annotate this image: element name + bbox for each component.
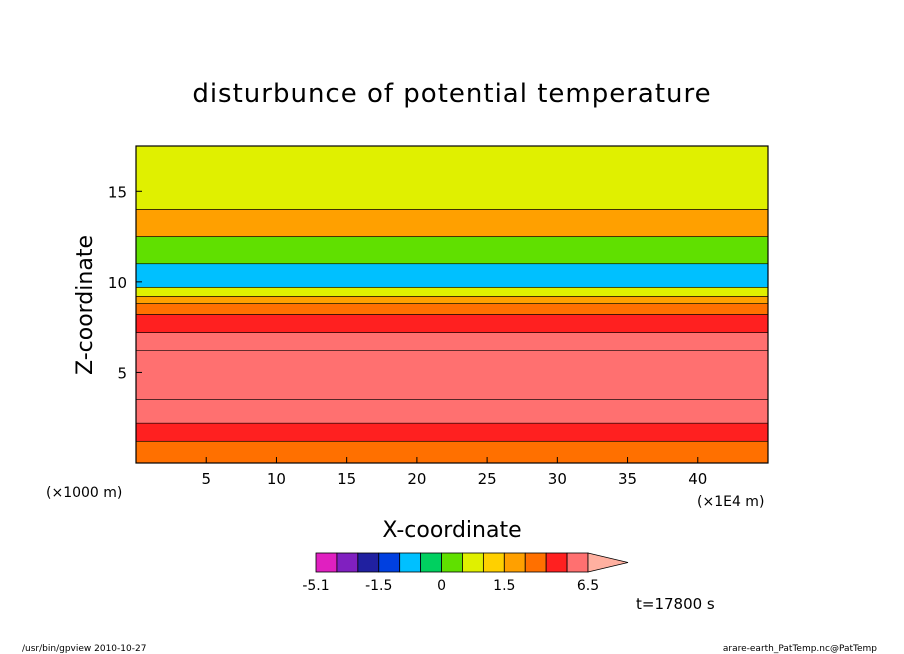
x-tick-label: 20 bbox=[407, 470, 426, 488]
colorbar-swatch bbox=[378, 552, 401, 573]
colorbar-swatch bbox=[315, 552, 338, 573]
field-band-10 bbox=[135, 236, 769, 265]
field-band-12 bbox=[135, 145, 769, 210]
x-axis-label: X-coordinate bbox=[382, 518, 521, 543]
colorbar-swatch bbox=[399, 552, 422, 573]
colorbar-tick-label: -5.1 bbox=[302, 578, 329, 594]
colorbar-swatch bbox=[420, 552, 442, 573]
colorbar-swatch bbox=[441, 552, 463, 573]
colorbar-tick-labels: -5.1 -1.5 0 1.5 6.5 bbox=[302, 578, 599, 594]
colorbar-swatch bbox=[462, 552, 484, 573]
colorbar-extend-arrow bbox=[587, 552, 629, 573]
colorbar-swatch bbox=[566, 552, 589, 573]
field-band-11 bbox=[135, 209, 769, 237]
colorbar-tick-label: 1.5 bbox=[493, 578, 515, 594]
plot-frame bbox=[135, 145, 769, 464]
x-tick-label: 15 bbox=[337, 470, 356, 488]
colorbar-tick-label: 6.5 bbox=[577, 578, 599, 594]
y-unit-label: (×1000 m) bbox=[46, 485, 122, 501]
field-band-5 bbox=[135, 314, 769, 333]
field-band-4 bbox=[135, 332, 769, 351]
field-band-8 bbox=[135, 286, 769, 297]
y-tick-label: 5 bbox=[117, 364, 127, 382]
footer-left: /usr/bin/gpview 2010-10-27 bbox=[22, 644, 146, 654]
field-band-6 bbox=[135, 303, 769, 315]
field-band-7 bbox=[135, 296, 769, 304]
chart-title: disturbunce of potential temperature bbox=[192, 79, 711, 109]
colorbar-swatch bbox=[524, 552, 547, 573]
field-band-0 bbox=[135, 440, 769, 464]
x-tick-labels: 5 10 15 20 25 30 35 40 bbox=[201, 470, 707, 488]
y-tick-label: 15 bbox=[108, 183, 127, 201]
x-tick-label: 5 bbox=[201, 470, 211, 488]
colorbar-swatch bbox=[503, 552, 526, 573]
colorbar-swatch bbox=[482, 552, 505, 573]
colorbar-swatch bbox=[336, 552, 359, 573]
y-axis-label: Z-coordinate bbox=[73, 235, 98, 375]
colorbar-swatch bbox=[545, 552, 568, 573]
colorbar-swatch bbox=[357, 552, 380, 573]
colorbar-tick-label: -1.5 bbox=[365, 578, 392, 594]
x-tick-label: 35 bbox=[618, 470, 637, 488]
x-tick-label: 30 bbox=[548, 470, 567, 488]
x-tick-label: 40 bbox=[688, 470, 707, 488]
y-tick-label: 10 bbox=[108, 274, 127, 292]
x-tick-label: 25 bbox=[478, 470, 497, 488]
time-label: t=17800 s bbox=[636, 595, 715, 613]
x-unit-label: (×1E4 m) bbox=[697, 494, 764, 510]
colorbar bbox=[315, 552, 629, 573]
field-band-1 bbox=[135, 422, 769, 442]
footer-right: arare-earth_PatTemp.nc@PatTemp bbox=[723, 644, 877, 654]
field-band-2 bbox=[135, 399, 769, 424]
field-band-3 bbox=[135, 350, 769, 400]
plot-area bbox=[135, 145, 769, 464]
field-band-9 bbox=[135, 263, 769, 288]
x-tick-label: 10 bbox=[267, 470, 286, 488]
y-tick-labels: 5 10 15 bbox=[108, 183, 127, 382]
colorbar-tick-label: 0 bbox=[437, 578, 446, 594]
